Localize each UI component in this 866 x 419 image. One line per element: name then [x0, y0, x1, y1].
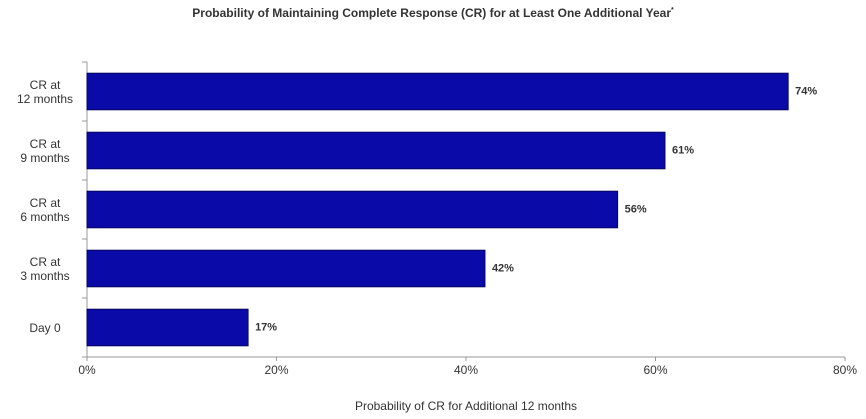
x-tick-label: 80% [833, 363, 857, 377]
chart-title: Probability of Maintaining Complete Resp… [192, 6, 674, 20]
bar [86, 249, 486, 288]
y-tick-label: CR at 9 months [20, 136, 70, 165]
y-tick-label: CR at 12 months [16, 77, 74, 106]
data-label: 74% [795, 85, 817, 97]
data-label: 42% [492, 262, 514, 274]
y-tick-label: Day 0 [29, 320, 61, 335]
y-tick-label: CR at 6 months [20, 195, 70, 224]
x-tick-label: 20% [264, 363, 288, 377]
bar [86, 308, 249, 347]
x-tick-label: 40% [454, 363, 478, 377]
title-marker: * [671, 7, 674, 14]
bar [86, 190, 619, 229]
bar [86, 72, 789, 111]
x-axis-label: Probability of CR for Additional 12 mont… [355, 399, 577, 413]
data-label: 17% [255, 321, 277, 333]
data-label: 61% [672, 144, 694, 156]
x-tick-label: 60% [643, 363, 667, 377]
bar [86, 131, 666, 170]
x-tick-label: 0% [78, 363, 96, 377]
title-text: Probability of Maintaining Complete Resp… [192, 6, 671, 20]
y-tick-label: CR at 3 months [20, 254, 70, 283]
data-label: 56% [625, 203, 647, 215]
